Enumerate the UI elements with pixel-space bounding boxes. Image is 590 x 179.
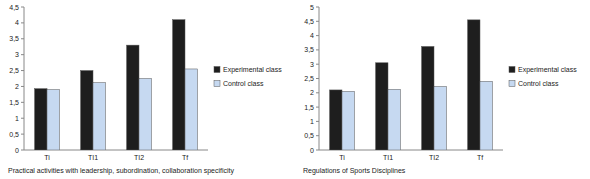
legend-swatch bbox=[214, 67, 220, 73]
bar bbox=[342, 91, 354, 150]
y-tick bbox=[316, 107, 319, 108]
y-tick-label: 3 bbox=[15, 51, 19, 58]
legend-label: Experimental class bbox=[223, 66, 282, 74]
y-tick bbox=[316, 35, 319, 36]
bar bbox=[81, 71, 93, 150]
y-tick bbox=[316, 78, 319, 79]
y-tick bbox=[21, 118, 24, 119]
y-tick bbox=[21, 70, 24, 71]
y-tick-label: 2 bbox=[15, 83, 19, 90]
y-tick bbox=[21, 150, 24, 151]
y-tick-label: 2 bbox=[310, 89, 314, 96]
y-tick-label: 2,5 bbox=[9, 67, 19, 74]
y-axis bbox=[24, 7, 25, 150]
y-tick-label: 3,5 bbox=[9, 35, 19, 42]
bar bbox=[376, 63, 388, 150]
y-tick-label: 2,5 bbox=[304, 75, 314, 82]
y-tick bbox=[316, 21, 319, 22]
bar bbox=[422, 46, 434, 150]
bar bbox=[93, 83, 105, 150]
bar bbox=[434, 87, 446, 150]
bar bbox=[468, 20, 480, 150]
y-tick-label: 0,5 bbox=[304, 132, 314, 139]
y-tick bbox=[316, 64, 319, 65]
y-tick-label: 1,5 bbox=[9, 99, 19, 106]
bar bbox=[480, 81, 492, 150]
y-tick-label: 0,5 bbox=[9, 131, 19, 138]
y-tick-label: 4 bbox=[310, 32, 314, 39]
y-tick bbox=[21, 86, 24, 87]
legend-label: Control class bbox=[223, 80, 264, 87]
bar bbox=[47, 90, 59, 150]
y-tick-label: 3 bbox=[310, 61, 314, 68]
caption: Practical activities with leadership, su… bbox=[8, 167, 235, 175]
x-tick-label: TI1 bbox=[383, 154, 393, 161]
charts: 0 0,5 1 1,5 2 2,5 3 3,5 4 4,5 Ti TI1 TI2 Tf Experiment… bbox=[0, 0, 590, 179]
legend-swatch bbox=[509, 67, 515, 73]
bars bbox=[330, 20, 493, 150]
x-tick-label: Ti bbox=[339, 154, 345, 161]
bar bbox=[35, 89, 47, 150]
y-tick bbox=[316, 135, 319, 136]
y-tick-label: 1 bbox=[310, 118, 314, 125]
bars bbox=[35, 20, 198, 150]
y-tick bbox=[21, 102, 24, 103]
y-tick-label: 5 bbox=[310, 4, 314, 11]
legend-label: Control class bbox=[518, 80, 559, 87]
bar bbox=[173, 20, 185, 150]
y-tick-label: 4,5 bbox=[304, 18, 314, 25]
y-tick bbox=[316, 150, 319, 151]
x-tick-label: TI1 bbox=[88, 154, 98, 161]
x-tick-label: Ti bbox=[44, 154, 50, 161]
y-tick bbox=[21, 38, 24, 39]
y-tick-label: 4,5 bbox=[9, 4, 19, 11]
y-tick-label: 3,5 bbox=[304, 46, 314, 53]
y-tick-label: 4 bbox=[15, 19, 19, 26]
legend-label: Experimental class bbox=[518, 66, 577, 74]
y-tick bbox=[316, 92, 319, 93]
x-tick-label: Tf bbox=[477, 154, 483, 161]
x-tick-label: Tf bbox=[182, 154, 188, 161]
bar bbox=[139, 79, 151, 151]
y-tick-label: 1 bbox=[15, 115, 19, 122]
bar bbox=[185, 69, 197, 150]
x-tick-label: TI2 bbox=[429, 154, 439, 161]
chart-panel: 0 0,5 1 1,5 2 2,5 3 3,5 4 4,5 5 Ti TI1 TI2 Tf Experimen… bbox=[303, 4, 577, 176]
bar bbox=[127, 45, 139, 150]
caption: Regulations of Sports Disciplines bbox=[303, 167, 406, 175]
x-tick-label: TI2 bbox=[134, 154, 144, 161]
y-tick bbox=[21, 22, 24, 23]
legend-swatch bbox=[509, 81, 515, 87]
bar bbox=[330, 90, 342, 150]
y-tick-label: 1,5 bbox=[304, 104, 314, 111]
y-tick bbox=[316, 49, 319, 50]
y-tick bbox=[316, 121, 319, 122]
bar bbox=[388, 89, 400, 150]
y-tick bbox=[21, 54, 24, 55]
y-tick bbox=[21, 134, 24, 135]
y-tick-label: 0 bbox=[15, 147, 19, 154]
y-tick-label: 0 bbox=[310, 147, 314, 154]
chart-panel: 0 0,5 1 1,5 2 2,5 3 3,5 4 4,5 Ti TI1 TI2 Tf Experiment… bbox=[8, 4, 282, 176]
y-tick bbox=[316, 7, 319, 8]
legend-swatch bbox=[214, 81, 220, 87]
y-tick bbox=[21, 7, 24, 8]
